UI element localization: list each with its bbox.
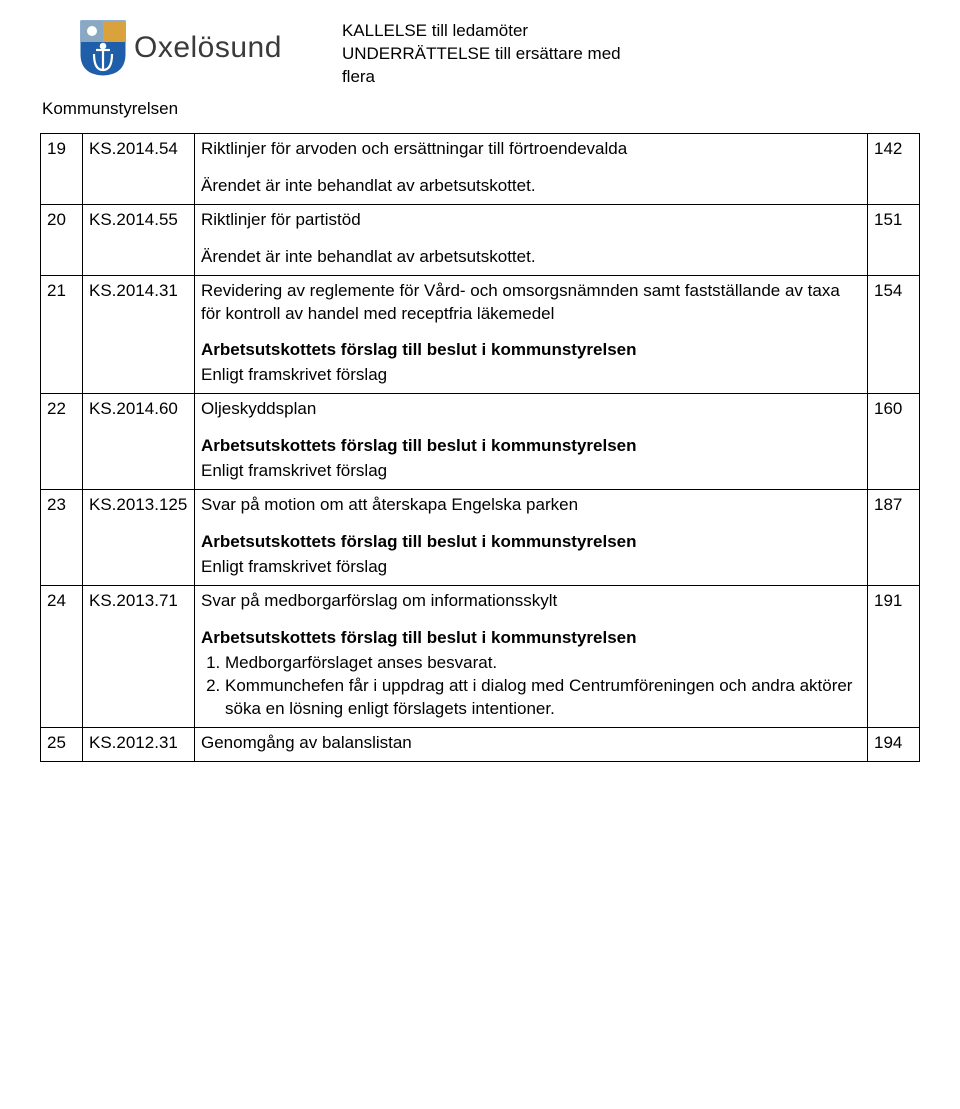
page: Oxelösund KALLELSE till ledamöter UNDERR… <box>0 0 960 802</box>
row-number: 24 <box>41 585 83 727</box>
row-page: 191 <box>868 585 920 727</box>
header-right: KALLELSE till ledamöter UNDERRÄTTELSE ti… <box>342 20 621 89</box>
row-reference: KS.2014.55 <box>83 204 195 275</box>
row-body: Oljeskyddsplan Arbetsutskottets förslag t… <box>195 394 868 490</box>
row-reference: KS.2014.54 <box>83 133 195 204</box>
agenda-table: 19KS.2014.54 Riktlinjer för arvoden och e… <box>40 133 920 762</box>
row-page: 142 <box>868 133 920 204</box>
row-suffix-lines: Enligt framskrivet förslag <box>201 556 861 579</box>
row-body: Svar på medborgarförslag om informations… <box>195 585 868 727</box>
row-number: 19 <box>41 133 83 204</box>
table-row: 21KS.2014.31Revidering av reglemente för… <box>41 275 920 394</box>
row-note: Ärendet är inte behandlat av arbetsutsko… <box>201 175 861 198</box>
row-reference: KS.2013.71 <box>83 585 195 727</box>
row-number: 20 <box>41 204 83 275</box>
row-reference: KS.2014.31 <box>83 275 195 394</box>
row-suffix-lines: Enligt framskrivet förslag <box>201 364 861 387</box>
row-page: 160 <box>868 394 920 490</box>
table-row: 23KS.2013.125 Svar på motion om att åters… <box>41 490 920 586</box>
table-row: 22KS.2014.60 Oljeskyddsplan Arbetsutskotte… <box>41 394 920 490</box>
row-page: 194 <box>868 727 920 761</box>
table-row: 25KS.2012.31 Genomgång av balanslistan 194 <box>41 727 920 761</box>
row-suffix-line: Enligt framskrivet förslag <box>201 556 861 579</box>
row-title: Riktlinjer för arvoden och ersättningar … <box>201 138 861 161</box>
row-page: 187 <box>868 490 920 586</box>
row-body: Revidering av reglemente för Vård- och o… <box>195 275 868 394</box>
row-title: Genomgång av balanslistan <box>201 732 861 755</box>
row-title: Oljeskyddsplan <box>201 398 861 421</box>
list-item: Medborgarförslaget anses besvarat. <box>225 652 861 675</box>
row-number: 22 <box>41 394 83 490</box>
row-title: Revidering av reglemente för Vård- och o… <box>201 280 861 326</box>
row-suffix-lines: Enligt framskrivet förslag <box>201 460 861 483</box>
row-number: 23 <box>41 490 83 586</box>
list-item: Kommunchefen får i uppdrag att i dialog … <box>225 675 861 721</box>
row-number: 25 <box>41 727 83 761</box>
row-bold-note: Arbetsutskottets förslag till beslut i k… <box>201 531 861 554</box>
row-page: 151 <box>868 204 920 275</box>
table-row: 20KS.2014.55 Riktlinjer för partistöd Ären… <box>41 204 920 275</box>
table-row: 19KS.2014.54 Riktlinjer för arvoden och e… <box>41 133 920 204</box>
row-suffix-line: Enligt framskrivet förslag <box>201 460 861 483</box>
subhead: Kommunstyrelsen <box>42 99 920 119</box>
header-line-1: KALLELSE till ledamöter <box>342 20 621 43</box>
row-body: Svar på motion om att återskapa Engelska… <box>195 490 868 586</box>
row-title: Svar på motion om att återskapa Engelska… <box>201 494 861 517</box>
row-body: Riktlinjer för arvoden och ersättningar … <box>195 133 868 204</box>
shield-icon <box>80 20 126 76</box>
row-bold-note: Arbetsutskottets förslag till beslut i k… <box>201 339 861 362</box>
row-note: Ärendet är inte behandlat av arbetsutsko… <box>201 246 861 269</box>
logo-block: Oxelösund <box>80 20 282 76</box>
row-title: Riktlinjer för partistöd <box>201 209 861 232</box>
row-body: Riktlinjer för partistöd Ärendet är inte … <box>195 204 868 275</box>
header-line-3: flera <box>342 66 621 89</box>
row-reference: KS.2013.125 <box>83 490 195 586</box>
table-row: 24KS.2013.71 Svar på medborgarförslag om … <box>41 585 920 727</box>
row-reference: KS.2012.31 <box>83 727 195 761</box>
row-page: 154 <box>868 275 920 394</box>
row-title: Svar på medborgarförslag om informations… <box>201 590 861 613</box>
row-body: Genomgång av balanslistan <box>195 727 868 761</box>
row-bold-note: Arbetsutskottets förslag till beslut i k… <box>201 435 861 458</box>
row-ordered-list: Medborgarförslaget anses besvarat.Kommun… <box>201 652 861 721</box>
row-number: 21 <box>41 275 83 394</box>
header: Oxelösund KALLELSE till ledamöter UNDERR… <box>40 20 920 89</box>
header-line-2: UNDERRÄTTELSE till ersättare med <box>342 43 621 66</box>
row-bold-note: Arbetsutskottets förslag till beslut i k… <box>201 627 861 650</box>
brand-name: Oxelösund <box>134 31 282 65</box>
row-reference: KS.2014.60 <box>83 394 195 490</box>
row-suffix-line: Enligt framskrivet förslag <box>201 364 861 387</box>
